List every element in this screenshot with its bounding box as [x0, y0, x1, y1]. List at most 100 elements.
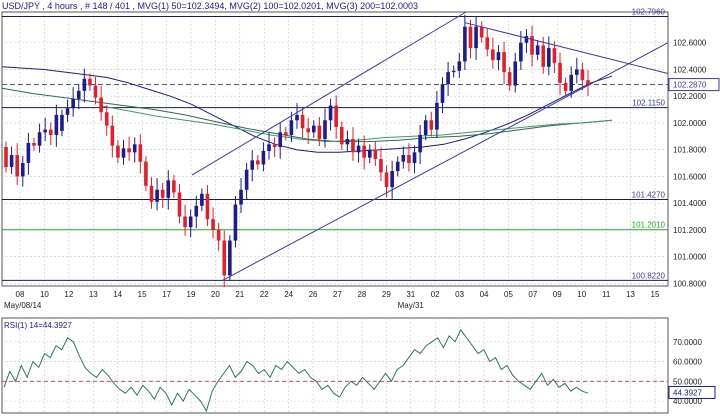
date-axis-tick-label: 14 — [113, 290, 122, 299]
bear-candle — [429, 120, 434, 130]
bull-candle — [194, 205, 199, 217]
bull-candle — [412, 152, 417, 164]
price-level-label: 100.8220 — [632, 271, 666, 280]
date-axis-month-label: May/08/14 — [4, 301, 42, 310]
bear-candle — [468, 26, 473, 49]
bull-candle — [328, 105, 333, 121]
bull-candle — [323, 120, 327, 139]
bull-candle — [289, 120, 294, 135]
bull-candle — [535, 45, 540, 55]
ma50-line — [1, 66, 613, 153]
bull-candle — [524, 36, 529, 43]
bear-candle — [558, 62, 562, 83]
date-axis-tick-label: 31 — [406, 290, 415, 299]
price-axis-tick-label: 101.6000 — [673, 172, 707, 181]
bull-candle — [496, 52, 501, 61]
bear-candle — [127, 148, 131, 153]
date-axis-tick-label: 12 — [64, 290, 73, 299]
bear-candle — [485, 37, 490, 50]
bull-candle — [311, 125, 316, 133]
rsi-line — [3, 328, 589, 413]
bull-candle — [519, 42, 523, 62]
current-price-label: 102.2870 — [673, 81, 707, 90]
bear-candle — [15, 155, 19, 177]
bull-candle — [435, 102, 439, 130]
price-level-label: 101.4270 — [632, 191, 666, 200]
channel-lower-line — [221, 42, 669, 282]
date-axis-tick-label: 08 — [16, 290, 25, 299]
bear-candle — [479, 26, 484, 38]
bull-candle — [200, 193, 204, 206]
bear-candle — [110, 125, 115, 146]
bear-candle — [205, 193, 210, 220]
bear-candle — [384, 172, 389, 188]
bear-candle — [552, 48, 557, 63]
bear-candle — [507, 72, 512, 86]
bull-candle — [423, 120, 428, 135]
bear-candle — [4, 146, 8, 168]
header-separator: , — [42, 1, 48, 11]
bull-candle — [295, 114, 299, 121]
price-axis-tick-label: 102.0000 — [673, 119, 707, 128]
price-axis-tick-label: 102.2000 — [673, 92, 707, 101]
bear-candle — [160, 189, 165, 198]
bear-candle — [144, 161, 148, 186]
bull-candle — [267, 144, 271, 152]
price-axis-tick-label: 101.8000 — [673, 146, 707, 155]
bear-candle — [334, 105, 338, 127]
bull-candle — [569, 74, 574, 91]
bear-candle — [99, 97, 103, 113]
price-level-label: 102.7960 — [632, 8, 666, 17]
rsi-title: RSI(1) 14=44.3927 — [4, 321, 72, 330]
rsi-panel-frame — [1, 317, 669, 414]
date-axis-tick-label: 13 — [89, 290, 98, 299]
price-panel-frame — [1, 11, 669, 287]
bull-candle — [345, 138, 350, 145]
bull-candle — [278, 132, 283, 147]
date-axis-tick-label: 21 — [235, 290, 244, 299]
bull-candle — [76, 90, 81, 99]
price-axis-tick-label: 101.2000 — [673, 226, 707, 235]
date-axis-tick-label: 10 — [577, 290, 586, 299]
bull-candle — [367, 149, 372, 158]
bear-candle — [541, 45, 546, 67]
bear-candle — [284, 132, 288, 135]
bear-candle — [48, 129, 53, 135]
bull-candle — [418, 134, 422, 153]
bear-candle — [104, 112, 109, 126]
bear-candle — [211, 219, 215, 230]
bear-candle — [379, 159, 383, 173]
bear-candle — [32, 142, 36, 146]
bull-candle — [250, 160, 255, 170]
date-axis-tick-label: 24 — [284, 290, 293, 299]
date-axis-tick-label: 02 — [431, 290, 440, 299]
date-axis-tick-label: 15 — [138, 290, 147, 299]
indicators-label: MVG(1) 50=102.3494, MVG(2) 100=102.0201,… — [137, 1, 418, 11]
bull-candle — [132, 144, 137, 153]
bear-candle — [362, 145, 366, 158]
bull-candle — [446, 72, 450, 85]
ma100-line — [1, 87, 613, 143]
date-axis-month-label: May/31 — [398, 301, 425, 310]
rsi-axis-tick-label: 50.0000 — [673, 377, 702, 386]
bull-candle — [20, 163, 25, 177]
bull-candle — [37, 132, 42, 146]
bear-candle — [183, 216, 187, 228]
bear-candle — [177, 192, 182, 217]
bear-candle — [586, 80, 590, 85]
bull-candle — [356, 145, 361, 153]
bull-candle — [261, 151, 266, 165]
rsi-value-label: 44.3927 — [673, 388, 702, 397]
price-level-label: 101.2010 — [632, 221, 666, 230]
date-axis-tick-label: 22 — [260, 290, 269, 299]
channel-upper-line — [191, 11, 467, 176]
bull-candle — [440, 84, 445, 103]
bear-candle — [351, 138, 355, 153]
bear-candle — [407, 155, 411, 164]
timeframe-label: 4 hours — [47, 1, 78, 11]
bear-candle — [339, 126, 344, 145]
bull-candle — [166, 180, 171, 198]
bear-candle — [93, 85, 98, 98]
header-separator: , — [132, 1, 138, 11]
